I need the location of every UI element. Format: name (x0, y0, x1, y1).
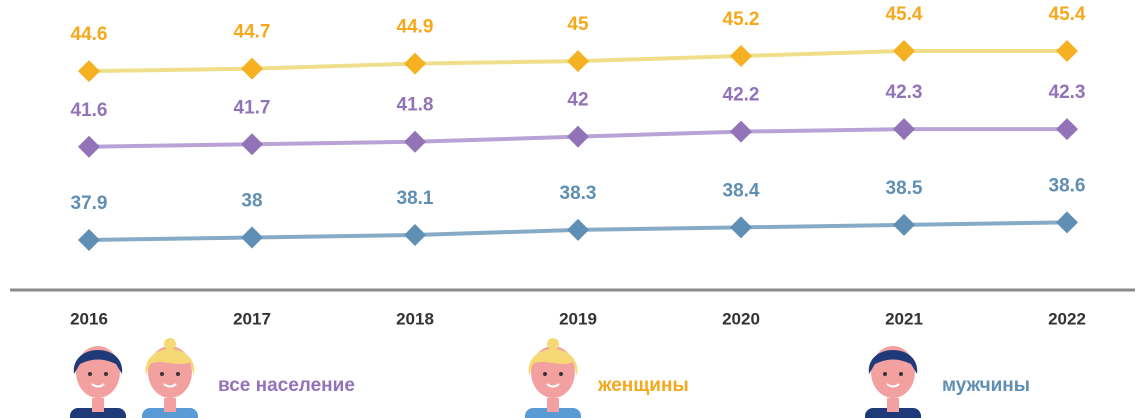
data-label: 42.3 (1049, 82, 1086, 103)
marker (404, 223, 426, 246)
marker (78, 229, 100, 251)
marker (1056, 211, 1078, 234)
marker (893, 118, 915, 141)
data-label: 38 (241, 190, 262, 211)
data-label: 41.6 (71, 100, 108, 121)
legend-label: все население (218, 375, 355, 396)
data-label: 38.3 (560, 183, 597, 204)
data-label: 45.4 (1049, 4, 1086, 25)
marker (1056, 40, 1078, 62)
marker (893, 40, 915, 62)
data-label: 42.3 (886, 82, 923, 103)
x-tick-label: 2020 (722, 309, 760, 328)
marker (404, 52, 426, 75)
marker (241, 57, 263, 80)
data-label: 38.4 (723, 180, 760, 201)
marker (78, 135, 100, 158)
marker (567, 50, 589, 73)
marker (730, 216, 752, 239)
data-label: 41.7 (234, 97, 271, 118)
data-label: 45 (567, 14, 589, 35)
x-tick-label: 2021 (885, 309, 923, 328)
x-tick-label: 2022 (1048, 309, 1086, 328)
data-label: 44.9 (397, 17, 434, 38)
marker (241, 226, 263, 249)
man-icon (865, 346, 921, 418)
x-tick-label: 2016 (70, 309, 108, 328)
data-label: 37.9 (71, 193, 108, 214)
data-label: 38.1 (397, 188, 434, 209)
x-tick-label: 2017 (233, 309, 271, 328)
marker (730, 120, 752, 143)
marker (1056, 118, 1078, 141)
data-label: 38.6 (1049, 175, 1086, 196)
marker (893, 213, 915, 236)
data-label: 44.7 (234, 22, 271, 43)
data-label: 38.5 (886, 178, 923, 199)
data-label: 44.6 (71, 24, 108, 45)
man-icon (70, 346, 126, 418)
legend-label: женщины (597, 375, 689, 396)
data-label: 41.8 (397, 95, 434, 116)
marker (78, 60, 100, 83)
marker (404, 130, 426, 153)
x-tick-label: 2018 (396, 309, 434, 328)
marker (241, 133, 263, 156)
woman-icon (525, 338, 581, 418)
marker (567, 125, 589, 148)
data-label: 45.4 (886, 4, 923, 25)
marker (567, 218, 589, 241)
data-label: 42.2 (723, 85, 760, 106)
woman-icon (142, 338, 198, 418)
marker (730, 45, 752, 68)
data-label: 42 (567, 90, 588, 111)
legend-label: мужчины (942, 375, 1030, 396)
x-tick-label: 2019 (559, 309, 597, 328)
data-label: 45.2 (723, 9, 760, 30)
